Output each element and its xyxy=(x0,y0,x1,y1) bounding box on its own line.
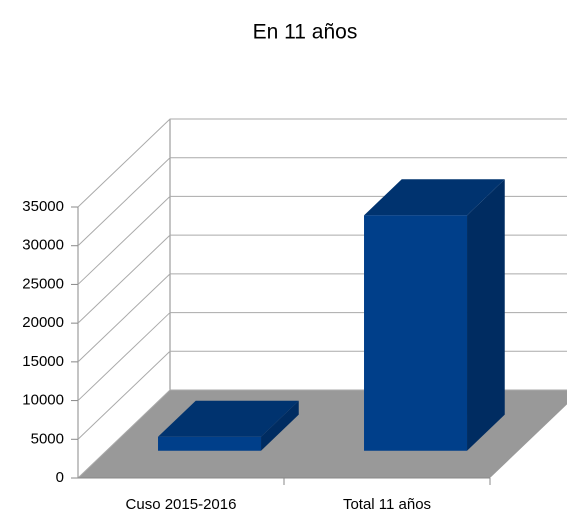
y-tick-label: 25000 xyxy=(22,275,64,292)
y-tick-label: 0 xyxy=(56,469,64,486)
y-tick-label: 15000 xyxy=(22,353,64,370)
x-tick-label: Total 11 años xyxy=(343,496,431,513)
bar xyxy=(158,436,262,451)
bar xyxy=(364,215,468,451)
bar-side xyxy=(467,179,505,451)
y-tick-label: 20000 xyxy=(22,314,64,331)
y-tick-label: 30000 xyxy=(22,237,64,254)
chart-title: En 11 años xyxy=(253,21,358,44)
bar-top xyxy=(158,400,299,437)
y-tick-label: 35000 xyxy=(22,198,64,215)
y-tick-label: 5000 xyxy=(31,430,64,447)
bar-side xyxy=(261,400,299,451)
x-tick-label: Cuso 2015-2016 xyxy=(126,496,237,513)
y-tick-label: 10000 xyxy=(22,392,64,409)
grid-line xyxy=(77,157,567,247)
grid-line xyxy=(77,118,567,208)
bar-top xyxy=(364,179,505,216)
